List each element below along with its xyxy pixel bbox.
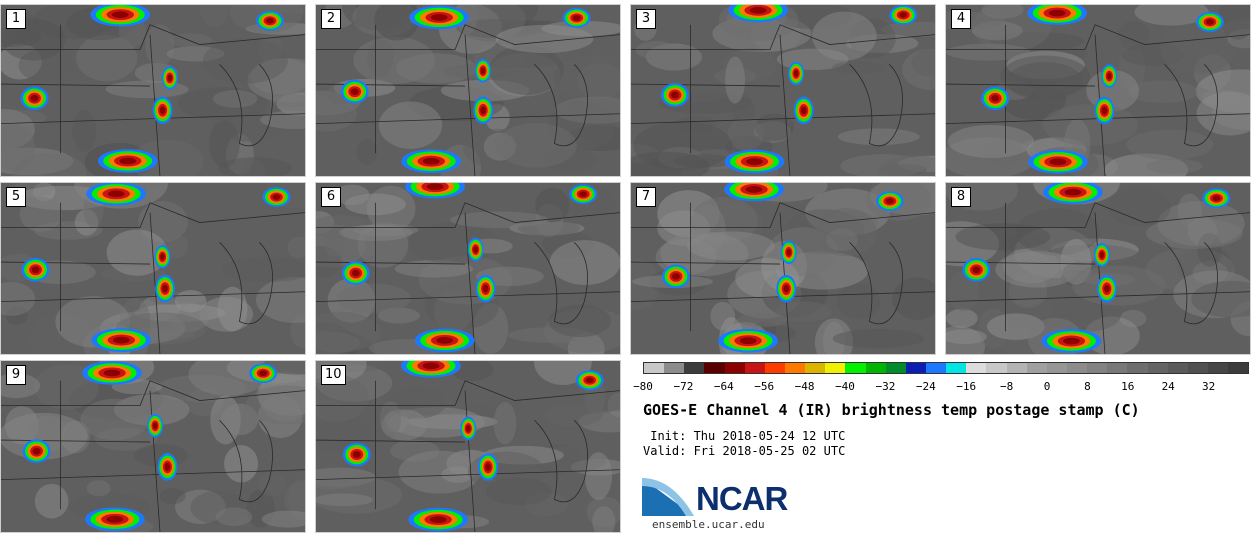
colorbar-segment <box>1207 363 1229 373</box>
panel-label: 3 <box>636 9 656 29</box>
colorbar-segment <box>1147 363 1168 373</box>
colorbar-tick-label: 0 <box>1043 380 1051 393</box>
valid-time: Valid: Fri 2018-05-25 02 UTC <box>643 444 846 458</box>
colorbar-segment <box>1026 363 1047 373</box>
colorbar-tick-label: −80 <box>633 380 653 393</box>
colorbar-segment <box>724 363 745 373</box>
ncar-logo <box>642 478 694 516</box>
colorbar-tick-label: −16 <box>956 380 977 393</box>
colorbar-segment <box>946 363 967 373</box>
satellite-image <box>1 5 305 176</box>
panel-label: 7 <box>636 187 656 207</box>
colorbar-segment <box>905 363 926 373</box>
colorbar-segment <box>1167 363 1188 373</box>
colorbar-tick-label: −56 <box>754 380 775 393</box>
colorbar-segment <box>805 363 826 373</box>
colorbar-segment <box>664 363 685 373</box>
panel-label: 8 <box>951 187 971 207</box>
colorbar-tick-label: −8 <box>999 380 1014 393</box>
satellite-image <box>316 183 620 354</box>
satellite-image <box>316 361 620 532</box>
colorbar-segment <box>966 363 987 373</box>
ncar-logo-text: NCAR <box>696 480 788 517</box>
panel-label: 6 <box>321 187 341 207</box>
colorbar-tick-label: 32 <box>1201 380 1216 393</box>
panel-label: 4 <box>951 9 971 29</box>
colorbar-tick-label: 16 <box>1121 380 1135 393</box>
colorbar-segment <box>1006 363 1027 373</box>
satellite-image <box>1 361 305 532</box>
colorbar-segment <box>744 363 765 373</box>
colorbar-segment <box>1127 363 1148 373</box>
colorbar-segment <box>865 363 886 373</box>
colorbar-segment <box>925 363 947 373</box>
chart-title: GOES-E Channel 4 (IR) brightness temp po… <box>643 401 1140 419</box>
colorbar-tick-label: −64 <box>713 380 734 393</box>
panel-8: 8 <box>945 182 1251 355</box>
panel-label: 5 <box>6 187 26 207</box>
colorbar-segment <box>1187 363 1208 373</box>
colorbar-tick-label: 24 <box>1161 380 1175 393</box>
colorbar <box>643 362 1249 374</box>
colorbar-ticks: −80 −72 −64 −56 −48 −40 −32 −24 −16 −8 0 8 16 24 32 <box>633 380 1249 394</box>
colorbar-tick-label: −24 <box>915 380 936 393</box>
panel-1: 1 <box>0 4 306 177</box>
colorbar-segment <box>784 363 806 373</box>
panel-2: 2 <box>315 4 621 177</box>
panel-label: 10 <box>321 365 346 385</box>
colorbar-segment <box>825 363 846 373</box>
colorbar-tick-label: 8 <box>1084 380 1091 393</box>
panel-9: 9 <box>0 360 306 533</box>
colorbar-segment <box>1107 363 1128 373</box>
colorbar-segment <box>1066 363 1088 373</box>
colorbar-tick-label: −72 <box>673 380 694 393</box>
colorbar-segment <box>1087 363 1108 373</box>
colorbar-segment <box>845 363 866 373</box>
panel-6: 6 <box>315 182 621 355</box>
colorbar-segment <box>704 363 725 373</box>
colorbar-segment <box>885 363 906 373</box>
satellite-image <box>946 183 1250 354</box>
site-url: ensemble.ucar.edu <box>652 518 765 531</box>
colorbar-segment <box>1228 363 1249 373</box>
satellite-image <box>316 5 620 176</box>
colorbar-tick-label: −48 <box>794 380 815 393</box>
satellite-image <box>631 5 935 176</box>
panel-5: 5 <box>0 182 306 355</box>
panel-4: 4 <box>945 4 1251 177</box>
colorbar-segment <box>986 363 1007 373</box>
panel-label: 2 <box>321 9 341 29</box>
panel-10: 10 <box>315 360 621 533</box>
colorbar-segment <box>1046 363 1067 373</box>
panel-7: 7 <box>630 182 936 355</box>
panel-label: 1 <box>6 9 26 29</box>
colorbar-segment <box>684 363 705 373</box>
panel-label: 9 <box>6 365 26 385</box>
satellite-image <box>631 183 935 354</box>
satellite-image <box>946 5 1250 176</box>
colorbar-segment <box>644 363 665 373</box>
colorbar-tick-label: −40 <box>835 380 855 393</box>
colorbar-segment <box>764 363 785 373</box>
init-time: Init: Thu 2018-05-24 12 UTC <box>643 429 846 443</box>
colorbar-tick-label: −32 <box>875 380 896 393</box>
satellite-image <box>1 183 305 354</box>
panel-3: 3 <box>630 4 936 177</box>
